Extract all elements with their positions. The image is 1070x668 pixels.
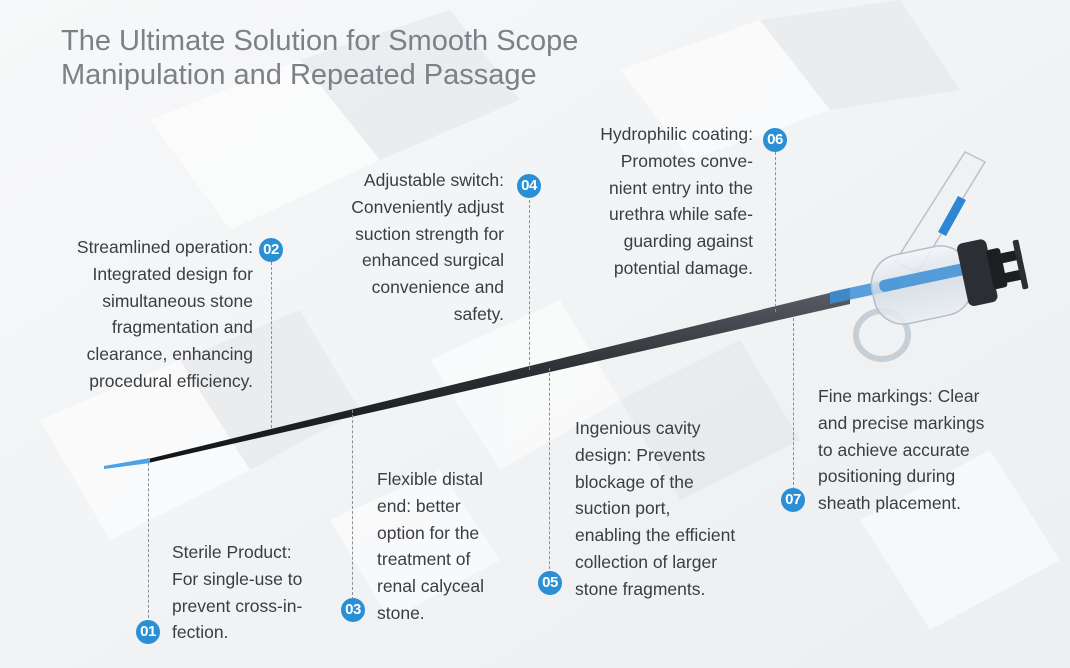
feature-07-text: Fine markings: Clear and precise marking… xyxy=(818,383,984,517)
feature-01-text: Sterile Product: For single-use to preve… xyxy=(172,539,302,646)
badge-01: 01 xyxy=(136,620,160,644)
leader-line-03 xyxy=(352,410,353,600)
side-port-blue xyxy=(938,196,966,236)
feature-03-line: option for the xyxy=(377,522,480,543)
leader-line-02 xyxy=(271,262,272,428)
feature-06-line: Promotes conve- xyxy=(620,150,753,171)
background-facets-dark xyxy=(180,0,960,500)
handle-blue-core xyxy=(879,263,968,292)
feature-07-line: sheath placement. xyxy=(818,493,962,514)
feature-07-line: Fine markings: Clear xyxy=(818,386,980,406)
feature-06-line: potential damage. xyxy=(613,257,753,278)
feature-03-line: Flexible distal xyxy=(377,469,484,489)
feature-01-line: For single-use to xyxy=(172,568,303,589)
feature-07-line: to achieve accurate xyxy=(818,439,970,460)
feature-02-line: simultaneous stone xyxy=(102,290,253,311)
feature-05-line: design: Prevents xyxy=(575,444,706,465)
feature-03-text: Flexible distal end: better option for t… xyxy=(377,466,484,627)
feature-02-line: procedural efficiency. xyxy=(89,370,253,391)
feature-02-line: clearance, enhancing xyxy=(86,344,253,365)
feature-07-line: and precise markings xyxy=(818,412,985,433)
badge-06: 06 xyxy=(763,128,787,152)
feature-04-line: Adjustable switch: xyxy=(363,170,504,190)
feature-05-line: suction port, xyxy=(575,498,671,519)
badge-07: 07 xyxy=(781,488,805,512)
page-title: The Ultimate Solution for Smooth Scope M… xyxy=(61,24,578,92)
feature-02-line: Integrated design for xyxy=(92,263,253,284)
feature-06-text: Hydrophilic coating: Promotes conve- nie… xyxy=(600,121,753,282)
feature-04-line: enhanced surgical xyxy=(361,250,504,271)
feature-02-line: Streamlined operation: xyxy=(76,237,253,257)
feature-06-line: guarding against xyxy=(623,231,753,252)
badge-03: 03 xyxy=(341,598,365,622)
badge-04: 04 xyxy=(517,174,541,198)
feature-05-line: blockage of the xyxy=(575,471,694,492)
feature-03-line: stone. xyxy=(377,602,425,623)
leader-line-05 xyxy=(549,368,550,574)
leader-line-04 xyxy=(529,200,530,370)
feature-02-line: fragmentation and xyxy=(111,317,253,338)
connector-cap xyxy=(957,239,1029,307)
feature-06-line: urethra while safe- xyxy=(609,204,753,225)
feature-05-line: Ingenious cavity xyxy=(575,418,701,438)
feature-04-line: Conveniently adjust xyxy=(351,196,504,217)
feature-02-text: Streamlined operation: Integrated design… xyxy=(77,234,253,395)
title-line-1: The Ultimate Solution for Smooth Scope xyxy=(61,25,579,57)
access-sheath xyxy=(104,151,1029,469)
sheath-tube xyxy=(148,288,850,463)
feature-05-line: enabling the efficient xyxy=(575,525,736,546)
title-line-2: Manipulation and Repeated Passage xyxy=(61,59,537,91)
sheath-tip xyxy=(104,458,150,469)
feature-05-line: stone fragments. xyxy=(575,578,706,599)
feature-04-line: suction strength for xyxy=(355,223,504,244)
feature-03-line: end: better xyxy=(377,495,461,516)
feature-06-line: nient entry into the xyxy=(609,177,753,198)
feature-01-line: Sterile Product: xyxy=(172,542,292,562)
feature-03-line: treatment of xyxy=(377,549,471,570)
feature-05-text: Ingenious cavity design: Prevents blocka… xyxy=(575,415,735,603)
feature-05-line: collection of larger xyxy=(575,551,718,572)
leader-line-07 xyxy=(793,318,794,490)
background-facets xyxy=(40,20,1060,630)
feature-01-line: fection. xyxy=(172,622,229,643)
feature-04-text: Adjustable switch: Conveniently adjust s… xyxy=(351,167,504,328)
feature-01-line: prevent cross-in- xyxy=(172,595,303,616)
badge-02: 02 xyxy=(259,238,283,262)
badge-05: 05 xyxy=(538,571,562,595)
feature-04-line: convenience and xyxy=(371,277,504,298)
feature-03-line: renal calyceal xyxy=(377,576,484,597)
leader-line-01 xyxy=(148,463,149,623)
leader-line-06 xyxy=(775,152,776,312)
feature-07-line: positioning during xyxy=(818,466,956,487)
feature-04-line: safety. xyxy=(453,303,504,324)
feature-06-line: Hydrophilic coating: xyxy=(600,124,753,144)
